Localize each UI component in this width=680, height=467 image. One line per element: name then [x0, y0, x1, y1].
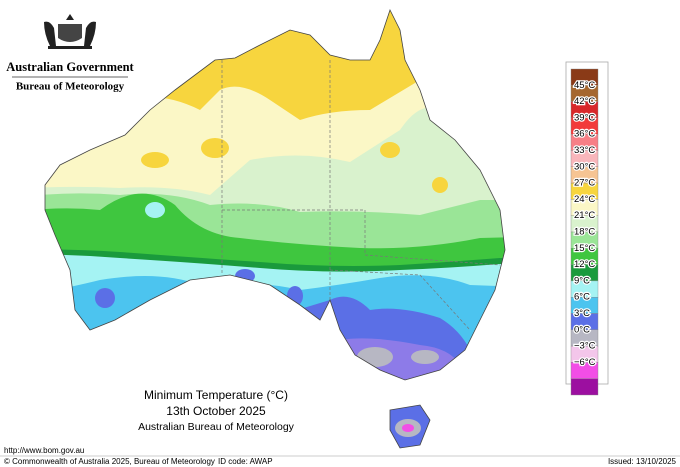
map-source: Australian Bureau of Meteorology	[138, 421, 295, 433]
legend-label: 9°C	[574, 275, 590, 286]
legend-label: 36°C	[574, 129, 595, 140]
footer-url: http://www.bom.gov.au	[4, 446, 84, 455]
legend-label: 15°C	[574, 243, 595, 254]
legend-label: 27°C	[574, 178, 595, 189]
legend-label: 18°C	[574, 227, 595, 238]
government-name: Australian Government	[6, 60, 134, 74]
legend-label: −3°C	[574, 341, 596, 352]
map-date: 13th October 2025	[166, 404, 266, 418]
legend-label: 24°C	[574, 194, 595, 205]
legend-label: 30°C	[574, 161, 595, 172]
legend: 45°C 42°C 39°C 36°C 33°C 30°C 27°C 24°C 21°C 18°C…	[565, 61, 609, 396]
legend-label: 33°C	[574, 145, 595, 156]
legend-label: 45°C	[574, 80, 595, 91]
legend-label: 42°C	[574, 96, 595, 107]
legend-label: 21°C	[574, 210, 595, 221]
legend-label: 3°C	[574, 308, 590, 319]
footer-copyright: © Commonwealth of Australia 2025, Bureau…	[4, 457, 215, 466]
legend-label: 6°C	[574, 292, 590, 303]
tasmania-coast	[389, 404, 431, 449]
legend-label: −6°C	[574, 357, 596, 368]
legend-label: 12°C	[574, 259, 595, 270]
legend-swatch	[570, 378, 599, 396]
legend-label: 39°C	[574, 112, 595, 123]
map-title: Minimum Temperature (°C)	[144, 388, 288, 402]
agency-name: Bureau of Meteorology	[16, 81, 125, 93]
tasmania	[390, 405, 430, 448]
footer-id-code: ID code: AWAP	[218, 457, 273, 466]
coat-of-arms	[44, 14, 96, 49]
legend-label: 0°C	[574, 324, 590, 335]
footer-issued: Issued: 13/10/2025	[608, 457, 677, 466]
coastline	[44, 8, 506, 381]
